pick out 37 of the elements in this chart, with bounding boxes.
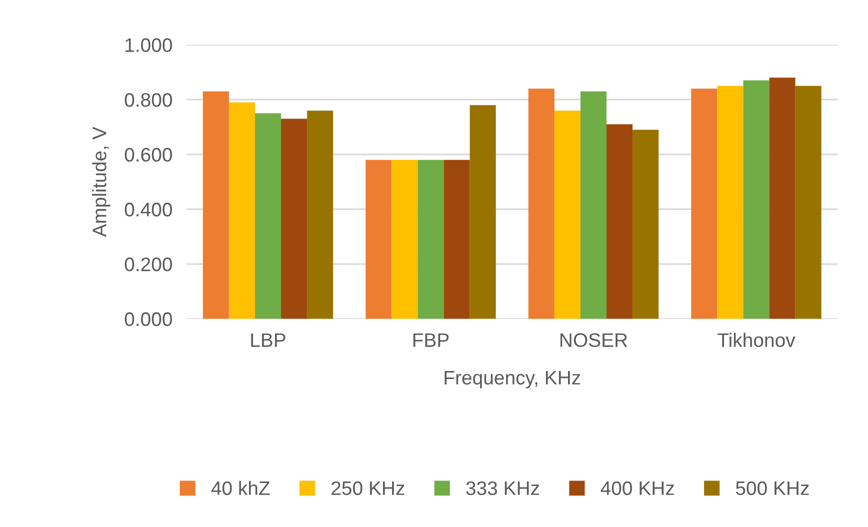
- x-tick-label: Tikhonov: [718, 332, 796, 348]
- bar: [254, 113, 282, 319]
- bar: [795, 86, 822, 319]
- x-tick-label: NOSER: [560, 333, 628, 348]
- y-tick-label: 0.200: [124, 257, 172, 272]
- y-tick-label: 0.600: [124, 148, 172, 162]
- bar: [769, 78, 796, 319]
- bar: [743, 80, 770, 319]
- y-axis-title: Amplitude, V: [92, 126, 110, 237]
- legend-label: 400 KHz: [600, 481, 674, 496]
- bar: [307, 110, 334, 319]
- x-tick-label: LBP: [251, 333, 286, 347]
- legend-label: 333 KHz: [466, 481, 540, 496]
- x-tick-label: FBP: [413, 333, 449, 347]
- y-tick-label: 0.000: [124, 312, 172, 326]
- bar: [202, 91, 229, 319]
- y-tick-label: 0.800: [124, 93, 172, 107]
- bar: [580, 91, 607, 319]
- bar: [717, 86, 744, 319]
- x-axis-title: Frequency, KHz: [444, 371, 580, 388]
- legend-label: 250 KHz: [332, 481, 404, 496]
- bar: [418, 160, 444, 319]
- y-tick-label: 1.000: [126, 38, 172, 52]
- bar: [632, 130, 659, 319]
- bar: [392, 160, 418, 319]
- bar: [470, 105, 496, 319]
- legend-label: 40 khZ: [211, 480, 270, 496]
- bar: [281, 118, 308, 319]
- y-tick-label: 0.400: [124, 202, 172, 216]
- bar: [691, 88, 718, 319]
- bar: [528, 88, 554, 319]
- bar: [444, 160, 470, 319]
- bar: [606, 124, 633, 319]
- bar: [228, 102, 255, 319]
- legend-label: 500 KHz: [736, 481, 809, 496]
- bar: [366, 160, 392, 319]
- bar: [554, 110, 580, 319]
